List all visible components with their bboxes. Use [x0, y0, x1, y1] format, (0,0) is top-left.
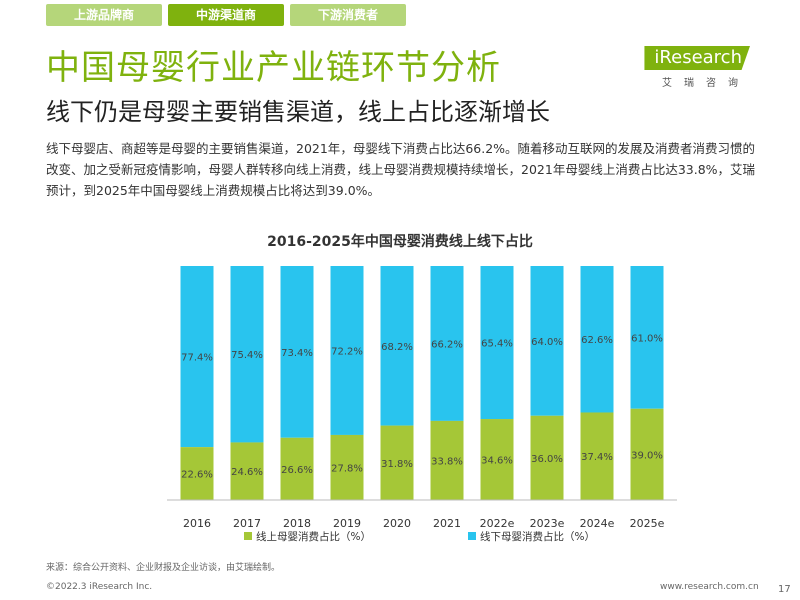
data-label-offline-2021: 66.2%: [431, 339, 463, 350]
brand-logo-mark: iResearch: [644, 46, 750, 70]
chart-title: 2016-2025年中国母婴消费线上线下占比: [267, 233, 533, 250]
data-label-online-2020: 31.8%: [381, 459, 413, 470]
intro-paragraph: 线下母婴店、商超等是母婴的主要销售渠道，2021年，母婴线下消费占比达66.2%…: [46, 141, 756, 198]
data-label-online-2022e: 34.6%: [481, 456, 513, 467]
data-label-online-2025e: 39.0%: [631, 450, 663, 461]
bar-offline-2023e: [530, 266, 564, 416]
data-label-offline-2025e: 61.0%: [631, 333, 663, 344]
data-label-online-2023e: 36.0%: [531, 454, 563, 465]
data-label-offline-2023e: 64.0%: [531, 337, 563, 348]
x-tick-label-2017: 2017: [233, 517, 261, 530]
footer-site: www.research.com.cn: [660, 582, 759, 592]
bar-online-2018: [280, 437, 314, 500]
data-label-offline-2018: 73.4%: [281, 348, 313, 359]
bar-offline-2024e: [580, 266, 614, 413]
top-tabs: 上游品牌商 中游渠道商 下游消费者: [46, 4, 406, 26]
bar-offline-2025e: [630, 266, 664, 409]
data-label-online-2018: 26.6%: [281, 465, 313, 476]
data-label-online-2024e: 37.4%: [581, 452, 613, 463]
bar-offline-2022e: [480, 266, 514, 420]
data-label-offline-2020: 68.2%: [381, 342, 413, 353]
bar-online-2021: [430, 420, 464, 500]
brand-logo: iResearch 艾瑞咨询: [644, 46, 750, 89]
brand-logo-cn: 艾瑞咨询: [662, 78, 750, 89]
data-label-offline-2022e: 65.4%: [481, 339, 513, 350]
x-tick-label-2016: 2016: [183, 517, 211, 530]
legend-swatch-online: [244, 532, 252, 540]
bar-online-2020: [380, 425, 414, 500]
x-tick-label-2024e: 2024e: [580, 517, 615, 530]
bar-online-2023e: [530, 415, 564, 500]
legend-label-online: 线上母婴消费占比（%）: [256, 530, 371, 543]
x-tick-label-2019: 2019: [333, 517, 361, 530]
bar-offline-2017: [230, 266, 264, 443]
tab-downstream[interactable]: 下游消费者: [290, 4, 406, 26]
bar-online-2025e: [630, 408, 664, 500]
bar-offline-2020: [380, 266, 414, 426]
data-label-offline-2016: 77.4%: [181, 353, 213, 364]
tab-upstream[interactable]: 上游品牌商: [46, 4, 162, 26]
data-label-offline-2019: 72.2%: [331, 346, 363, 357]
bar-online-2017: [230, 442, 264, 500]
bar-offline-2021: [430, 266, 464, 421]
data-label-online-2021: 33.8%: [431, 456, 463, 467]
footer-copyright: ©2022.3 iResearch Inc.: [46, 582, 153, 592]
source-note: 来源：综合公开资料、企业财报及企业访谈，由艾瑞绘制。: [46, 563, 281, 573]
bar-online-2016: [180, 447, 214, 500]
data-label-online-2017: 24.6%: [231, 467, 263, 478]
page-subtitle: 线下仍是母婴主要销售渠道，线上占比逐渐增长: [46, 98, 550, 126]
x-tick-label-2023e: 2023e: [530, 517, 565, 530]
bar-online-2019: [330, 434, 364, 500]
bar-online-2024e: [580, 412, 614, 500]
x-tick-label-2018: 2018: [283, 517, 311, 530]
legend-swatch-offline: [468, 532, 476, 540]
x-tick-label-2025e: 2025e: [630, 517, 665, 530]
data-label-offline-2017: 75.4%: [231, 350, 263, 361]
data-label-online-2019: 27.8%: [331, 463, 363, 474]
tab-midstream[interactable]: 中游渠道商: [168, 4, 284, 26]
data-label-online-2016: 22.6%: [181, 470, 213, 481]
bar-offline-2019: [330, 266, 364, 435]
bar-online-2022e: [480, 419, 514, 500]
page-title: 中国母婴行业产业链环节分析: [46, 48, 501, 88]
legend-label-offline: 线下母婴消费占比（%）: [480, 530, 595, 543]
page-number: 17: [778, 584, 791, 595]
x-tick-label-2022e: 2022e: [480, 517, 515, 530]
data-label-offline-2024e: 62.6%: [581, 335, 613, 346]
bar-offline-2016: [180, 266, 214, 448]
x-tick-label-2020: 2020: [383, 517, 411, 530]
bar-offline-2018: [280, 266, 314, 438]
x-tick-label-2021: 2021: [433, 517, 461, 530]
